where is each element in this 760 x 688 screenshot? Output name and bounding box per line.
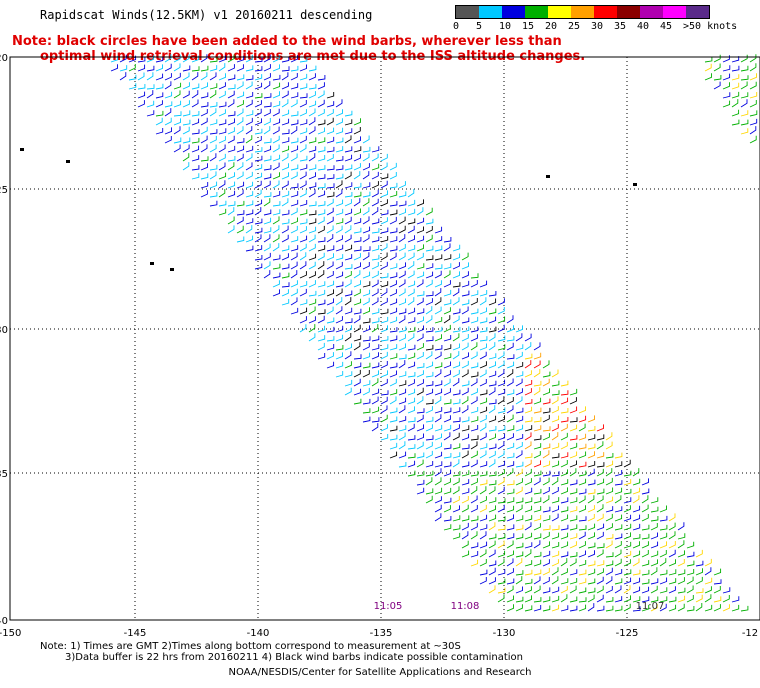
latitude-label: -40 xyxy=(0,616,8,627)
footer-note-1: Note: 1) Times are GMT 2)Times along bot… xyxy=(40,641,461,652)
map-frame xyxy=(9,56,760,621)
legend-swatch xyxy=(456,6,479,18)
legend-label: 45 xyxy=(660,21,673,32)
legend-swatch xyxy=(617,6,640,18)
legend-label: 20 xyxy=(545,21,558,32)
legend-labels: 0 5 10 15 20 25 30 35 40 45 >50 knots xyxy=(453,21,737,35)
legend-label: 10 xyxy=(499,21,512,32)
legend-label: 35 xyxy=(614,21,627,32)
legend-swatch xyxy=(663,6,686,18)
legend-color-bar xyxy=(455,5,710,19)
legend-label: 5 xyxy=(476,21,483,32)
latitude-label: -25 xyxy=(0,185,8,196)
legend-label: 40 xyxy=(637,21,650,32)
time-label: 11:05 xyxy=(374,601,403,612)
footer-note-2: 3)Data buffer is 22 hrs from 20160211 4)… xyxy=(65,652,523,663)
islands xyxy=(20,148,637,271)
latitude-label: -30 xyxy=(0,325,8,336)
legend-swatch xyxy=(525,6,548,18)
legend-swatch xyxy=(640,6,663,18)
credit-line: NOAA/NESDIS/Center for Satellite Applica… xyxy=(228,667,532,678)
time-label: 11:08 xyxy=(451,601,480,612)
legend-label: >50 knots xyxy=(683,21,738,32)
legend-label: 0 xyxy=(453,21,460,32)
longitude-label: -125 xyxy=(616,628,639,639)
latitude-label: -35 xyxy=(0,469,8,480)
time-label: 11:07 xyxy=(636,601,665,612)
legend-swatch xyxy=(548,6,571,18)
legend-swatch xyxy=(502,6,525,18)
legend-swatch xyxy=(594,6,617,18)
map-title: Rapidscat Winds(12.5KM) v1 20160211 desc… xyxy=(40,8,373,22)
map-grid xyxy=(10,57,760,620)
legend-label: 15 xyxy=(522,21,535,32)
legend-swatch xyxy=(686,6,709,18)
longitude-label: -12 xyxy=(742,628,758,639)
legend-swatch xyxy=(479,6,502,18)
note-line-1: Note: black circles have been added to t… xyxy=(12,34,562,49)
longitude-label: -135 xyxy=(370,628,393,639)
legend-swatch xyxy=(571,6,594,18)
latitude-label: -20 xyxy=(0,53,8,64)
axis-labels: -150 -145 -140 -135 -130 -125 -12 -20 -25 -30 -35 -… xyxy=(0,53,758,639)
wind-barb-swath xyxy=(110,54,758,612)
legend-label: 25 xyxy=(568,21,581,32)
longitude-label: -145 xyxy=(124,628,147,639)
legend-label: 30 xyxy=(591,21,604,32)
longitude-label: -140 xyxy=(247,628,270,639)
longitude-label: -150 xyxy=(0,628,21,639)
wind-speed-legend: 0 5 10 15 20 25 30 35 40 45 >50 knots xyxy=(453,5,737,35)
longitude-label: -130 xyxy=(493,628,516,639)
